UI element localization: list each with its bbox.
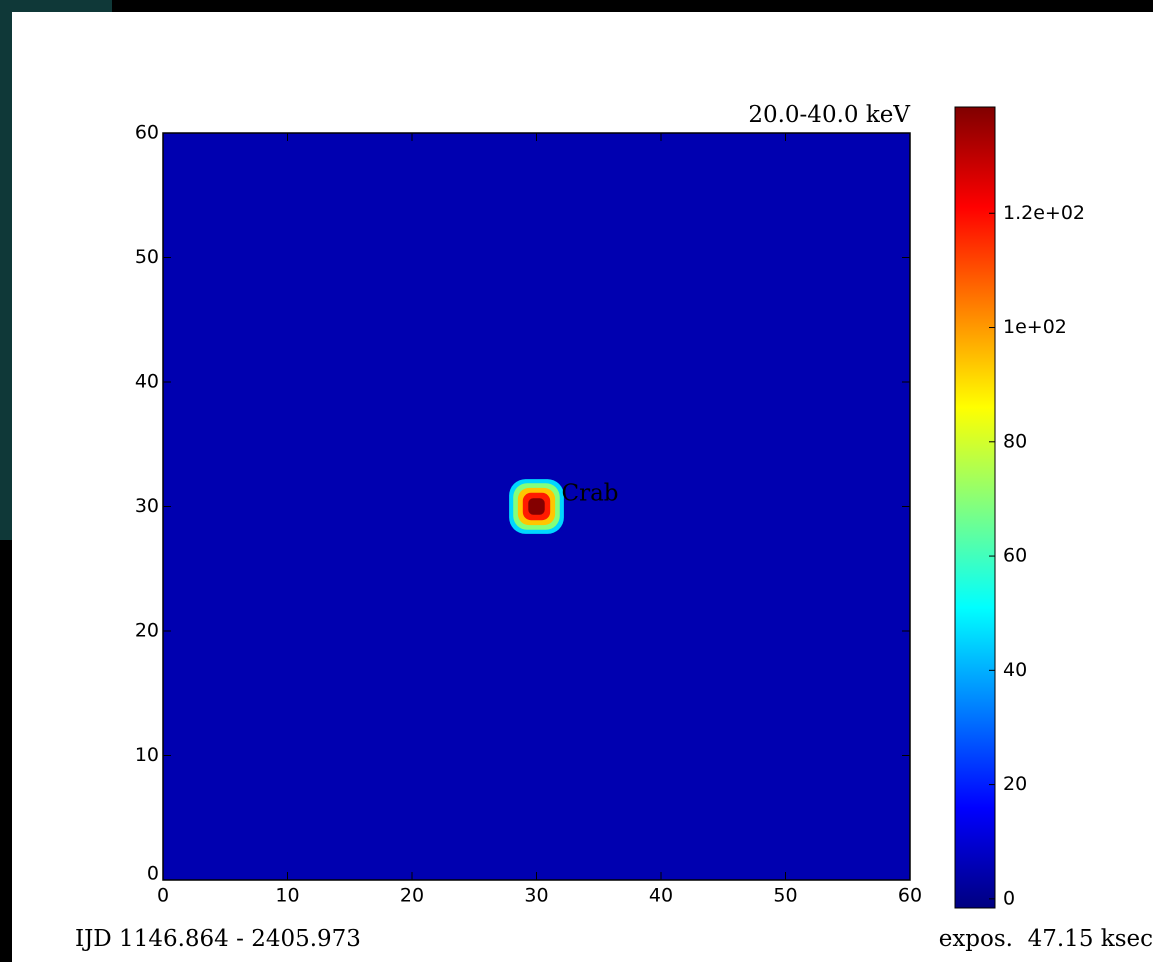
x-tick-label: 20: [400, 885, 424, 907]
y-tick-label: 40: [135, 371, 159, 393]
colorbar-tick-label: 60: [1003, 545, 1027, 567]
y-tick-label: 20: [135, 620, 159, 642]
x-tick-label: 50: [773, 885, 797, 907]
source-blob: [528, 498, 544, 514]
footer-left: IJD 1146.864 - 2405.973: [75, 926, 361, 952]
x-tick-label: 30: [524, 885, 548, 907]
y-tick-label: 10: [135, 744, 159, 766]
y-tick-label: 60: [135, 122, 159, 144]
colorbar-tick-label: 40: [1003, 659, 1027, 681]
x-tick-label: 0: [157, 885, 169, 907]
chart-title: 20.0-40.0 keV: [748, 102, 910, 128]
colorbar-tick-label: 1e+02: [1003, 316, 1067, 338]
colorbar-tick-label: 0: [1003, 887, 1015, 909]
page: 20.0-40.0 keV IJD 1146.864 - 2405.973 ex…: [0, 0, 1153, 962]
colorbar-tick-label: 20: [1003, 773, 1027, 795]
x-tick-label: 60: [898, 885, 922, 907]
x-tick-label: 10: [275, 885, 299, 907]
y-tick-label: 0: [147, 863, 159, 885]
source-label: Crab: [562, 481, 619, 507]
colorbar-tick-label: 80: [1003, 430, 1027, 452]
y-tick-label: 50: [135, 246, 159, 268]
footer-right: expos. 47.15 ksec: [939, 926, 1153, 952]
colorbar-tick-label: 1.2e+02: [1003, 202, 1085, 224]
y-tick-label: 30: [135, 495, 159, 517]
colorbar: [955, 107, 995, 908]
x-tick-label: 40: [649, 885, 673, 907]
